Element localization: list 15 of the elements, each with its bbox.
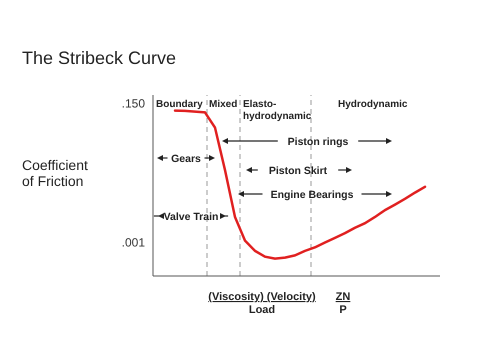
annotation: Gears (171, 153, 202, 165)
annotation: Mixed (209, 99, 238, 110)
x-axis-title: (Viscosity) (Velocity) Load (208, 291, 316, 316)
annotation: Hydrodynamic (338, 99, 408, 110)
y-tick-label: .150 (122, 96, 146, 110)
annotation: Engine Bearings (270, 189, 354, 201)
y-tick-label: .001 (122, 236, 146, 250)
annotation: Elasto- hydrodynamic (243, 99, 312, 122)
annotation: Piston rings (288, 136, 348, 148)
chart-title: The Stribeck Curve (22, 48, 176, 69)
y-axis-title: Coefficient of Friction (22, 157, 89, 189)
text: ZN P (336, 291, 350, 316)
annotation: Valve Train (164, 211, 218, 223)
annotation: Boundary (156, 99, 204, 110)
annotation: Piston Skirt (268, 165, 328, 177)
